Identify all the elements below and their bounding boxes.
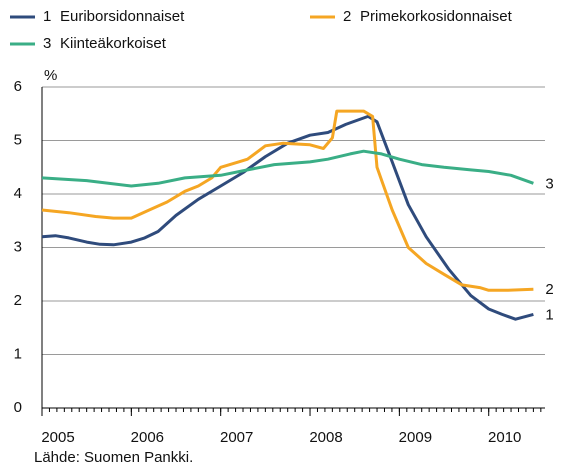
y-tick-label: 5 xyxy=(14,131,22,148)
x-tick-label: 2006 xyxy=(131,429,164,446)
source-note: Lähde: Suomen Pankki. xyxy=(34,449,193,466)
y-tick-label: 2 xyxy=(14,292,22,309)
legend-label: Primekorkosidonnaiset xyxy=(360,8,513,25)
y-tick-label: 3 xyxy=(14,238,22,255)
y-tick-label: 4 xyxy=(14,185,22,202)
end-label: 2 xyxy=(545,281,553,298)
series-line xyxy=(41,109,534,292)
y-tick-label: 6 xyxy=(14,78,22,95)
legend-number: 2 xyxy=(343,8,351,25)
x-tick-label: 2005 xyxy=(41,429,74,446)
legend-label: Kiinteäkorkoiset xyxy=(60,35,167,52)
end-label: 1 xyxy=(545,306,553,323)
x-tick-label: 2009 xyxy=(399,429,432,446)
y-tick-label: 0 xyxy=(14,399,22,416)
series-line xyxy=(41,149,534,188)
legend-number: 3 xyxy=(43,35,51,52)
x-tick-label: 2007 xyxy=(220,429,253,446)
legend-label: Euriborsidonnaiset xyxy=(60,8,185,25)
legend-number: 1 xyxy=(43,8,51,25)
y-tick-label: 1 xyxy=(14,345,22,362)
x-tick-label: 2008 xyxy=(309,429,342,446)
x-tick-label: 2010 xyxy=(488,429,521,446)
end-label: 3 xyxy=(545,175,553,192)
y-axis-label: % xyxy=(44,67,57,84)
